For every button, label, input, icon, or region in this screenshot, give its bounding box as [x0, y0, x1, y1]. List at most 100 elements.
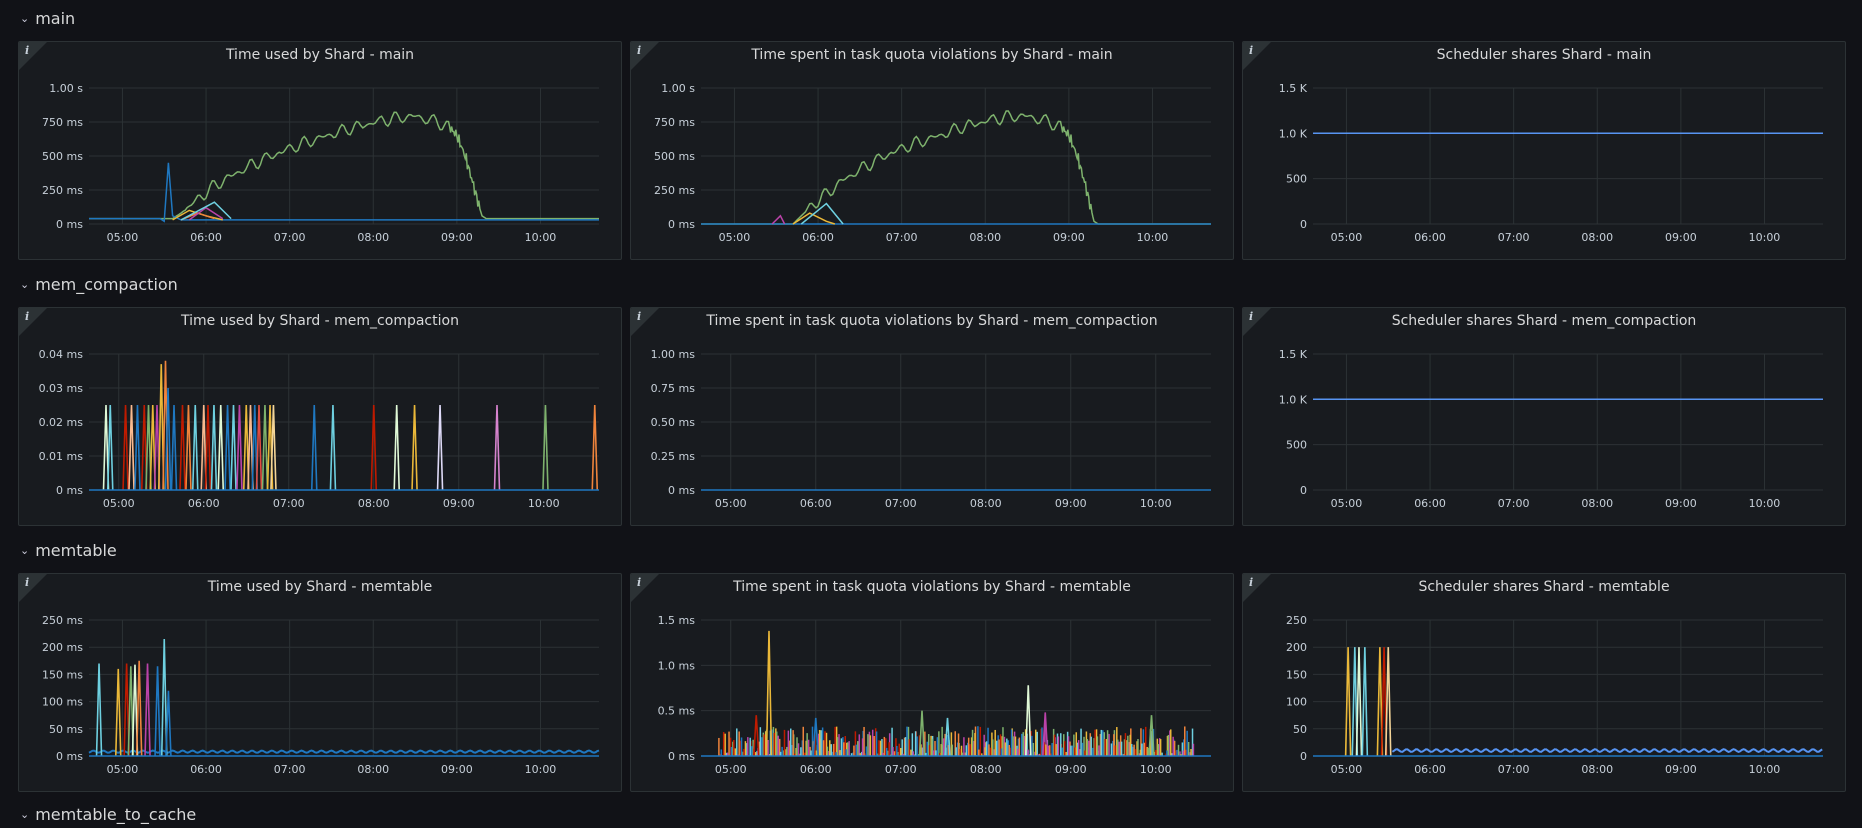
spike-mark — [812, 717, 820, 757]
row-header-memtable[interactable]: ⌄ memtable — [20, 536, 117, 564]
y-tick-label: 1.0 ms — [658, 659, 696, 672]
panel-title[interactable]: Scheduler shares Shard - memtable — [1418, 579, 1670, 595]
panel-corner — [19, 42, 47, 70]
spike-mark — [145, 404, 152, 491]
x-tick-label: 09:00 — [441, 763, 473, 776]
spike-mark — [127, 666, 135, 757]
spike-mark — [918, 710, 926, 757]
panel-title[interactable]: Scheduler shares Shard - mem_compaction — [1391, 313, 1697, 329]
y-tick-label: 500 — [1286, 173, 1307, 186]
y-tick-label: 200 — [1286, 641, 1307, 654]
spike-mark — [1380, 647, 1388, 757]
panel-corner — [19, 308, 47, 336]
x-tick-label: 05:00 — [107, 231, 139, 244]
spike-mark — [1041, 712, 1049, 757]
spike-mark — [411, 404, 418, 491]
y-tick-label: 150 — [1286, 668, 1307, 681]
x-tick-label: 06:00 — [1414, 231, 1446, 244]
series-line — [188, 206, 224, 221]
y-tick-label: 1.5 K — [1279, 348, 1308, 361]
panel-title[interactable]: Time used by Shard - memtable — [207, 579, 433, 595]
panel-title[interactable]: Time used by Shard - mem_compaction — [181, 313, 459, 329]
x-tick-label: 07:00 — [1498, 763, 1530, 776]
x-tick-label: 06:00 — [190, 231, 222, 244]
y-tick-label: 1.5 ms — [658, 614, 696, 627]
spike-mark — [144, 663, 151, 757]
spike-mark — [542, 404, 549, 491]
spike-mark — [122, 404, 129, 491]
spike-mark — [247, 404, 254, 491]
y-tick-label: 500 — [1286, 439, 1307, 452]
y-tick-label: 0.50 ms — [651, 416, 696, 429]
x-tick-label: 10:00 — [1749, 497, 1781, 510]
x-tick-label: 07:00 — [274, 763, 306, 776]
y-tick-label: 0 ms — [56, 484, 83, 497]
info-icon[interactable]: i — [25, 44, 30, 57]
y-tick-label: 100 — [1286, 696, 1307, 709]
x-tick-label: 09:00 — [1665, 231, 1697, 244]
y-tick-label: 0 — [1300, 750, 1307, 763]
x-tick-label: 09:00 — [1053, 231, 1085, 244]
panel-corner — [631, 42, 659, 70]
x-tick-label: 07:00 — [885, 497, 917, 510]
x-tick-label: 07:00 — [885, 763, 917, 776]
panel-title[interactable]: Time spent in task quota violations by S… — [751, 47, 1113, 63]
panel: i Time used by Shard - memtable 0 ms 50 ms 1… — [18, 573, 622, 792]
chevron-down-icon: ⌄ — [20, 11, 30, 25]
chart: 0 500 1.0 K 1.5 K 05:00 06:00 07:00 08:00 09:00 1… — [1279, 82, 1823, 244]
x-tick-label: 07:00 — [273, 497, 305, 510]
y-tick-label: 0.04 ms — [39, 348, 84, 361]
y-tick-label: 200 ms — [42, 641, 83, 654]
y-tick-label: 1.5 K — [1279, 82, 1308, 95]
spike-mark — [200, 404, 208, 491]
x-tick-label: 08:00 — [358, 497, 390, 510]
y-tick-label: 0.02 ms — [39, 416, 84, 429]
y-tick-label: 100 ms — [42, 696, 83, 709]
spike-mark — [1024, 685, 1032, 757]
panel-corner — [631, 574, 659, 602]
x-tick-label: 10:00 — [525, 763, 557, 776]
x-tick-label: 10:00 — [1749, 763, 1781, 776]
spike-mark — [1344, 647, 1352, 757]
series-line — [792, 212, 836, 225]
series-line — [89, 111, 599, 220]
x-tick-label: 10:00 — [528, 497, 560, 510]
spike-mark — [1351, 647, 1359, 757]
spike-mark — [95, 663, 103, 757]
series-line — [180, 201, 232, 221]
row-header-mem_compaction[interactable]: ⌄ mem_compaction — [20, 270, 178, 298]
x-tick-label: 10:00 — [1140, 497, 1172, 510]
spike-mark — [1384, 647, 1392, 757]
info-icon[interactable]: i — [637, 310, 642, 323]
spike-mark — [1376, 647, 1384, 757]
panel-title[interactable]: Time spent in task quota violations by S… — [706, 313, 1158, 329]
y-tick-label: 0.5 ms — [658, 705, 696, 718]
x-tick-label: 10:00 — [525, 231, 557, 244]
spike-mark — [140, 404, 148, 491]
spike-mark — [310, 404, 318, 491]
info-icon[interactable]: i — [25, 310, 30, 323]
info-icon[interactable]: i — [25, 576, 30, 589]
x-tick-label: 06:00 — [190, 763, 222, 776]
y-tick-label: 0 ms — [668, 750, 695, 763]
y-tick-label: 0.01 ms — [39, 450, 84, 463]
info-icon[interactable]: i — [637, 44, 642, 57]
spike-mark — [149, 404, 157, 491]
spike-mark — [191, 404, 199, 491]
panel-title[interactable]: Time used by Shard - main — [225, 47, 415, 63]
info-icon[interactable]: i — [637, 576, 642, 589]
row-header-main[interactable]: ⌄ main — [20, 4, 75, 32]
info-icon[interactable]: i — [1249, 576, 1254, 589]
spike-mark — [170, 404, 178, 491]
spike-mark — [106, 404, 114, 491]
panel: i Time used by Shard - mem_compaction 0 ms… — [18, 307, 622, 526]
row-header-memtable_to_cache[interactable]: ⌄ memtable_to_cache — [20, 800, 196, 828]
spike-mark — [154, 666, 161, 757]
panel-title[interactable]: Scheduler shares Shard - main — [1436, 47, 1652, 63]
x-tick-label: 06:00 — [802, 231, 834, 244]
info-icon[interactable]: i — [1249, 44, 1254, 57]
info-icon[interactable]: i — [1249, 310, 1254, 323]
panel-title[interactable]: Time spent in task quota violations by S… — [733, 579, 1131, 595]
chart: 0 500 1.0 K 1.5 K 05:00 06:00 07:00 08:00 09:00 1… — [1279, 348, 1823, 510]
y-tick-label: 1.0 K — [1279, 393, 1308, 406]
